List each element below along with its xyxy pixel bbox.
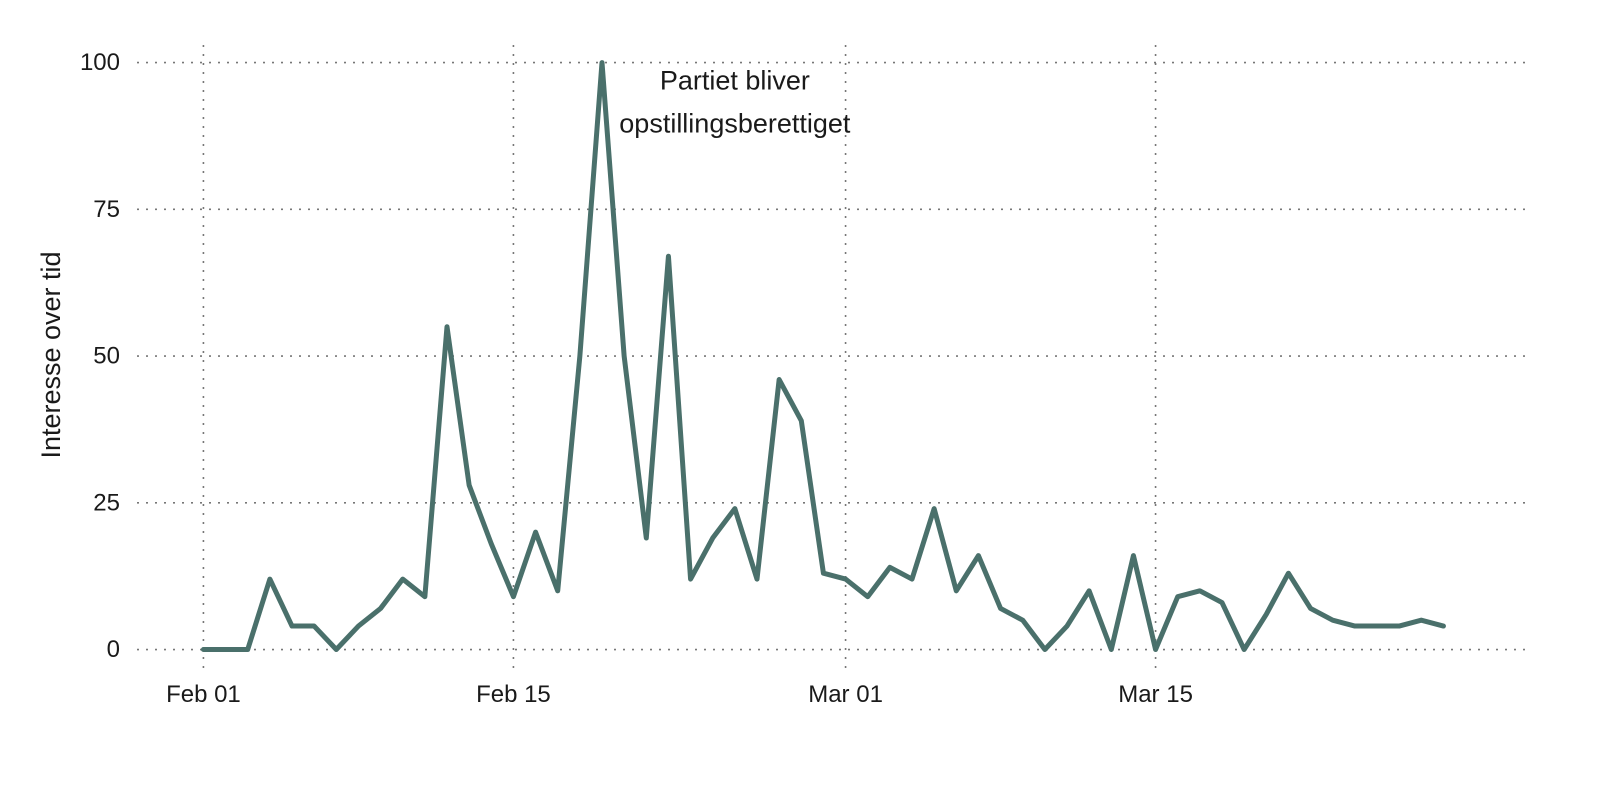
y-tick-label: 25	[93, 489, 120, 516]
y-tick-label: 0	[107, 636, 120, 663]
x-tick-label: Mar 01	[808, 681, 883, 708]
series-line	[200, 60, 1446, 653]
y-tick-label: 100	[80, 49, 120, 76]
x-tick-label: Mar 15	[1118, 681, 1193, 708]
y-tick-labels: 0 25 50 75 100	[80, 49, 120, 663]
x-gridlines	[202, 45, 1157, 673]
y-axis-title: Interesse over tid	[36, 251, 66, 458]
annotation-text: Partiet bliver	[660, 66, 810, 96]
x-tick-label: Feb 01	[166, 681, 241, 708]
y-tick-label: 75	[93, 196, 120, 223]
y-gridlines	[137, 61, 1532, 651]
series-group	[200, 60, 1446, 653]
annotations: Partiet bliver opstillingsberettiget	[619, 66, 851, 139]
x-tick-label: Feb 15	[476, 681, 551, 708]
annotation-text: opstillingsberettiget	[619, 109, 851, 139]
x-tick-labels: Feb 01 Feb 15 Mar 01 Mar 15	[166, 681, 1193, 708]
y-tick-label: 50	[93, 343, 120, 370]
